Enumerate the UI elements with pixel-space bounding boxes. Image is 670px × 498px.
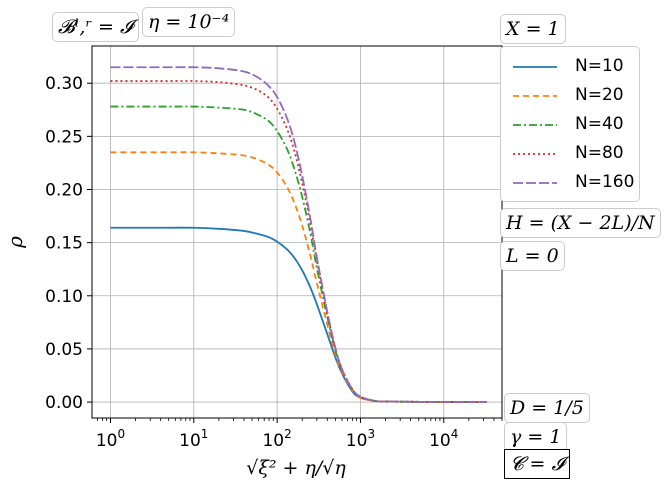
plot-frame (91, 45, 503, 419)
y-tick-label: 0.00 (45, 393, 83, 413)
annotation-boundary: 𝓑ˡ,ʳ = 𝓘 (52, 12, 139, 42)
legend-label: N=160 (575, 172, 635, 192)
legend-item: N=10 (507, 55, 637, 79)
legend-title: X = 1 (500, 14, 566, 44)
annotation-l: L = 0 (500, 241, 565, 271)
x-tick-label: 104 (429, 427, 458, 451)
legend-label: N=20 (575, 85, 624, 105)
legend-swatch (513, 95, 557, 97)
series-line-n-160 (110, 66, 487, 403)
y-tick-label: 0.05 (45, 340, 83, 360)
legend-item: N=40 (507, 113, 637, 137)
legend-swatch (513, 124, 557, 126)
y-tick-label: 0.10 (45, 287, 83, 307)
annotation-gamma: γ = 1 (504, 422, 568, 452)
x-axis-label: √ξ² + η/√η (246, 457, 346, 479)
y-tick-label: 0.25 (45, 127, 83, 147)
legend-swatch (513, 182, 557, 184)
legend-label: N=10 (575, 56, 624, 76)
series-line-n-80 (110, 80, 487, 403)
axis-ticks: 0.00 0.05 0.10 0.15 0.20 0.25 0.30 100 101 102 103… (45, 74, 503, 451)
x-tick-label: 103 (346, 427, 375, 451)
y-axis-label: ρ (3, 236, 27, 249)
annotation-d: D = 1/5 (504, 393, 590, 423)
series-layer (110, 66, 487, 403)
legend-item: N=80 (507, 142, 637, 166)
legend-item: N=160 (507, 171, 637, 195)
legend-item: N=20 (507, 84, 637, 108)
legend-label: N=40 (575, 114, 624, 134)
annotation-eta: η = 10⁻⁴ (142, 7, 236, 37)
y-tick-label: 0.20 (45, 180, 83, 200)
y-tick-label: 0.15 (45, 234, 83, 254)
y-tick-label: 0.30 (45, 74, 83, 94)
series-line-n-40 (110, 105, 487, 403)
x-tick-label: 100 (96, 427, 125, 451)
annotation-c: 𝓒 = 𝓘 (504, 449, 571, 479)
x-tick-label: 101 (179, 427, 208, 451)
annotation-h: H = (X − 2L)/N (500, 208, 661, 238)
grid-lines (92, 46, 502, 418)
legend: N=10 N=20 N=40 N=80 N=160 (500, 46, 640, 202)
legend-swatch (513, 153, 557, 155)
x-tick-label: 102 (262, 427, 291, 451)
legend-swatch (513, 66, 557, 68)
legend-label: N=80 (575, 143, 624, 163)
series-line-n-10 (110, 226, 487, 403)
